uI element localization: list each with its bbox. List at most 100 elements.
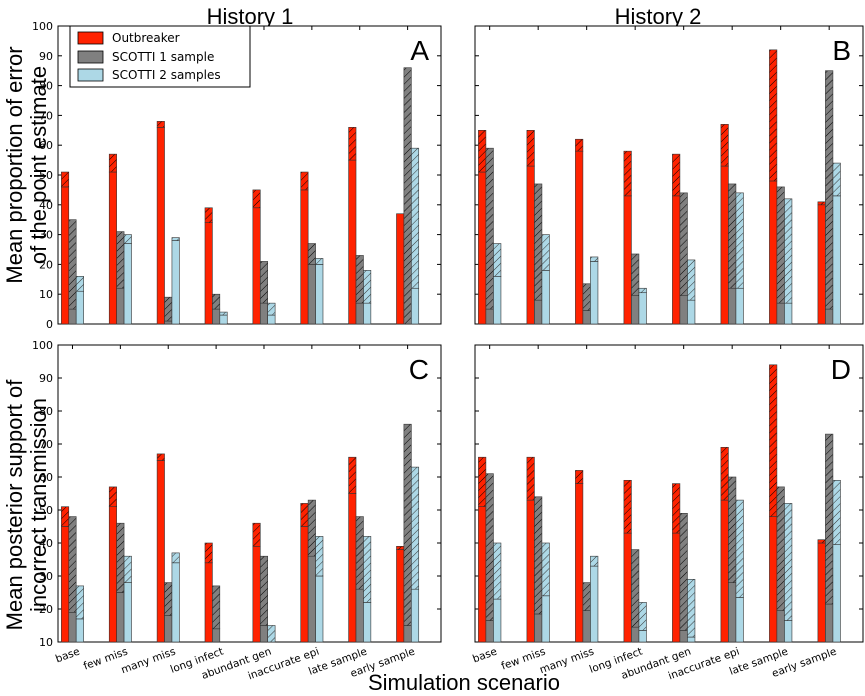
bar-scotti-1-sample-few-miss-solid bbox=[534, 299, 543, 325]
bar-scotti-1-sample-inaccurate-epi-solid bbox=[307, 264, 316, 325]
bar-scotti-1-sample-inaccurate-epi-hatched bbox=[728, 476, 737, 583]
bar-outbreaker-inaccurate-epi-solid bbox=[300, 189, 309, 325]
bar-scotti-2-samples-late-sample-solid bbox=[363, 602, 372, 643]
bar-scotti-2-samples-many-miss-solid bbox=[171, 562, 180, 643]
bar-scotti-2-samples-early-sample-hatched bbox=[832, 162, 841, 197]
bar-scotti-1-sample-abundant-gen-solid bbox=[259, 302, 268, 325]
bar-scotti-1-sample-many-miss-solid bbox=[582, 610, 591, 643]
bar-outbreaker-abundant-gen-solid bbox=[672, 532, 681, 643]
bar-outbreaker-long-infect-hatched bbox=[623, 479, 632, 534]
bar-scotti-2-samples-many-miss-hatched bbox=[171, 237, 180, 241]
y-tick-label: 60 bbox=[39, 139, 53, 152]
bar-outbreaker-long-infect-hatched bbox=[623, 150, 632, 197]
bar-scotti-2-samples-base-solid bbox=[75, 618, 84, 643]
bar-outbreaker-abundant-gen-hatched bbox=[252, 522, 261, 547]
bar-scotti-2-samples-base-hatched bbox=[75, 585, 84, 620]
bar-scotti-1-sample-early-sample-solid bbox=[825, 308, 834, 325]
bar-outbreaker-early-sample-solid bbox=[817, 204, 826, 325]
y-tick-label: 20 bbox=[39, 603, 53, 616]
bar-outbreaker-inaccurate-epi-hatched bbox=[720, 446, 729, 501]
y-tick-label: 70 bbox=[39, 438, 53, 451]
bar-scotti-2-samples-few-miss-solid bbox=[123, 243, 132, 325]
bar-scotti-1-sample-inaccurate-epi-solid bbox=[728, 582, 737, 643]
bar-scotti-2-samples-many-miss-hatched bbox=[590, 256, 599, 262]
bar-scotti-2-samples-few-miss-hatched bbox=[123, 234, 132, 244]
bar-scotti-2-samples-inaccurate-epi-hatched bbox=[315, 536, 324, 577]
y-tick-label: 40 bbox=[39, 199, 53, 212]
y-tick-label: 80 bbox=[39, 405, 53, 418]
bar-scotti-2-samples-abundant-gen-hatched bbox=[687, 578, 696, 638]
bar-outbreaker-many-miss-solid bbox=[575, 150, 584, 325]
bar-scotti-2-samples-few-miss-solid bbox=[123, 582, 132, 643]
bar-outbreaker-base-hatched bbox=[478, 456, 487, 508]
bar-scotti-1-sample-inaccurate-epi-solid bbox=[728, 287, 737, 325]
bar-scotti-1-sample-late-sample-solid bbox=[776, 302, 785, 325]
bar-scotti-2-samples-many-miss-hatched bbox=[590, 555, 599, 567]
y-tick-label: 10 bbox=[39, 636, 53, 649]
bar-scotti-2-samples-many-miss-solid bbox=[590, 261, 599, 325]
bar-outbreaker-long-infect-solid bbox=[623, 195, 632, 325]
bar-scotti-2-samples-early-sample-hatched bbox=[832, 479, 841, 545]
bar-scotti-2-samples-long-infect-hatched bbox=[219, 311, 228, 316]
bar-scotti-2-samples-inaccurate-epi-solid bbox=[735, 287, 744, 325]
bar-scotti-2-samples-few-miss-solid bbox=[541, 595, 550, 643]
bar-outbreaker-base-solid bbox=[478, 171, 487, 325]
x-axis-label: Simulation scenario bbox=[368, 670, 560, 695]
bar-outbreaker-few-miss-hatched bbox=[108, 153, 117, 173]
bar-outbreaker-few-miss-solid bbox=[108, 171, 117, 325]
panel-letter: B bbox=[832, 35, 851, 66]
bar-outbreaker-few-miss-solid bbox=[526, 165, 535, 325]
bar-scotti-2-samples-abundant-gen-hatched bbox=[267, 625, 276, 643]
bar-scotti-1-sample-many-miss-hatched bbox=[164, 296, 173, 322]
bar-outbreaker-long-infect-solid bbox=[204, 222, 213, 325]
bar-scotti-1-sample-few-miss-hatched bbox=[116, 231, 125, 289]
bar-scotti-2-samples-late-sample-solid bbox=[784, 620, 793, 643]
bar-outbreaker-few-miss-solid bbox=[108, 506, 117, 643]
bar-scotti-2-samples-inaccurate-epi-hatched bbox=[735, 192, 744, 289]
y-tick-label: 20 bbox=[39, 258, 53, 271]
column-title-history-2: History 2 bbox=[615, 4, 702, 29]
bar-outbreaker-many-miss-solid bbox=[156, 460, 165, 643]
x-tick-label: base bbox=[471, 646, 499, 666]
legend: Outbreaker SCOTTI 1 sample SCOTTI 2 samp… bbox=[69, 25, 251, 88]
bar-scotti-1-sample-abundant-gen-solid bbox=[259, 625, 268, 643]
bar-scotti-1-sample-long-infect-solid bbox=[631, 295, 640, 325]
bar-scotti-2-samples-long-infect-solid bbox=[638, 630, 647, 643]
bar-outbreaker-inaccurate-epi-hatched bbox=[300, 503, 309, 527]
bar-scotti-1-sample-many-miss-hatched bbox=[164, 582, 173, 616]
bar-outbreaker-early-sample-solid bbox=[396, 549, 405, 643]
bar-scotti-1-sample-few-miss-hatched bbox=[534, 183, 543, 301]
ylabel-top-line-2: of the point estimate bbox=[26, 66, 51, 264]
bar-scotti-1-sample-abundant-gen-hatched bbox=[259, 555, 268, 626]
bar-scotti-1-sample-early-sample-hatched bbox=[825, 70, 834, 310]
legend-swatch-outbreaker bbox=[77, 31, 104, 45]
bar-outbreaker-early-sample-solid bbox=[396, 213, 405, 325]
bar-scotti-1-sample-many-miss-solid bbox=[164, 615, 173, 643]
bar-scotti-1-sample-inaccurate-epi-hatched bbox=[307, 243, 316, 265]
bar-scotti-2-samples-inaccurate-epi-hatched bbox=[735, 499, 744, 598]
bar-outbreaker-early-sample-hatched bbox=[817, 201, 826, 206]
bar-outbreaker-base-hatched bbox=[478, 130, 487, 173]
bar-scotti-1-sample-few-miss-solid bbox=[116, 287, 125, 325]
bar-scotti-1-sample-abundant-gen-solid bbox=[679, 630, 688, 643]
column-title-history-1: History 1 bbox=[207, 4, 294, 29]
bar-scotti-2-samples-abundant-gen-solid bbox=[267, 314, 276, 325]
bar-scotti-2-samples-abundant-gen-solid bbox=[687, 636, 696, 643]
y-tick-label: 60 bbox=[39, 471, 53, 484]
bar-scotti-2-samples-early-sample-solid bbox=[411, 287, 420, 325]
ylabel-top-line-1: Mean proportion of error bbox=[2, 46, 27, 283]
bar-scotti-1-sample-long-infect-solid bbox=[212, 308, 221, 325]
bar-outbreaker-late-sample-solid bbox=[348, 493, 357, 643]
bar-outbreaker-late-sample-solid bbox=[769, 516, 778, 643]
bar-scotti-1-sample-long-infect-solid bbox=[631, 626, 640, 643]
bar-scotti-1-sample-long-infect-hatched bbox=[631, 549, 640, 628]
bar-outbreaker-late-sample-hatched bbox=[348, 456, 357, 494]
ylabel-top: Mean proportion of error of the point es… bbox=[2, 46, 51, 283]
bar-scotti-1-sample-abundant-gen-solid bbox=[679, 295, 688, 325]
bar-scotti-2-samples-many-miss-solid bbox=[171, 240, 180, 325]
bar-scotti-2-samples-early-sample-solid bbox=[832, 195, 841, 325]
legend-label-scotti-1: SCOTTI 1 sample bbox=[112, 50, 214, 64]
bar-scotti-1-sample-base-solid bbox=[485, 620, 494, 643]
